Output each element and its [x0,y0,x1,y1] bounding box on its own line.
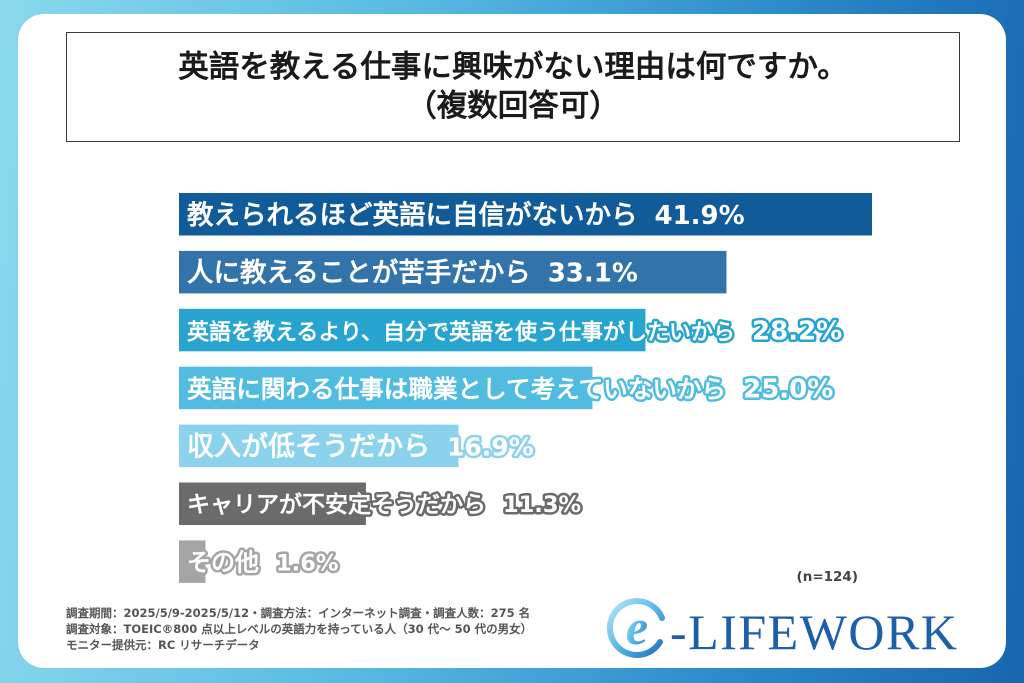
category-label: 教えられるほど英語に自信がないから [187,200,638,231]
category-label: 人に教えることが苦手だから [187,258,531,289]
bar-text: 人に教えることが苦手だから 33.1% [187,258,638,289]
data-label: 33.1% [548,259,638,289]
bar-row: 英語に関わる仕事は職業として考えていないから 25.0% [179,366,836,410]
category-label: その他 [187,548,259,576]
survey-period-note: 調査期間：2025/5/9-2025/5/12・調査方法：インターネット調査・調… [66,606,531,620]
category-label: 英語に関わる仕事は職業として考えていないから [187,374,726,403]
brand-logo: e -LIFEWORK [604,596,968,662]
bar-row: キャリアが不安定そうだから 11.3% [179,482,584,525]
data-label: 1.6% [276,550,338,576]
bar-row: その他 1.6% [179,540,341,583]
category-label: キャリアが不安定そうだから [187,491,486,518]
data-label: 41.9% [655,201,745,231]
data-provider-note: モニター提供元：RC リサーチデータ [66,638,260,652]
bar [179,540,206,583]
emblem-letter: e [626,599,648,655]
chart-title: 英語を教える仕事に興味がない理由は何ですか。 [178,50,848,85]
data-label: 28.2% [752,316,842,346]
bar [179,193,873,236]
survey-notes: 調査期間：2025/5/9-2025/5/12・調査方法：インターネット調査・調… [66,605,532,653]
bar-row: 収入が低そうだから 16.9% [179,424,536,468]
emblem-ring [606,598,665,658]
logo-wordmark: -LIFEWORK [670,604,959,660]
bar-text: 英語に関わる仕事は職業として考えていないから 25.0% [187,374,833,404]
bar-text: 収入が低そうだから 16.9% [187,431,534,463]
sample-size-label: (n=124) [796,569,858,585]
bar-row: 人に教えることが苦手だから 33.1% [179,250,727,294]
chart-title-box: 英語を教える仕事に興味がない理由は何ですか。 （複数回答可） [66,32,960,142]
bar [179,482,366,525]
data-label: 16.9% [447,433,534,462]
chart-subtitle: （複数回答可） [406,89,620,124]
bar [179,424,459,468]
bar-text: 英語を教えるより、自分で英語を使う仕事がしたいから 28.2% [187,316,842,346]
category-label: 収入が低そうだから [187,431,430,463]
bar-text: その他 1.6% [187,548,338,576]
category-label: 英語を教えるより、自分で英語を使う仕事がしたいから [187,319,735,345]
bar [179,250,727,294]
horizontal-bar-chart: 教えられるほど英語に自信がないから 41.9% 人に教えることが苦手だから 33.1%… [179,193,873,583]
data-label: 25.0% [743,374,833,404]
bar-row: 英語を教えるより、自分で英語を使う仕事がしたいから 28.2% [179,308,845,352]
data-label: 11.3% [503,492,581,518]
logo-emblem-icon: e [606,598,665,658]
bar-text: 教えられるほど英語に自信がないから 41.9% [187,200,745,231]
survey-target-note: 調査対象：TOEIC®800 点以上レベルの英語力を持っている人（30 代～ 5… [66,622,533,636]
bar-row: 教えられるほど英語に自信がないから 41.9% [179,193,873,236]
bar [179,366,593,410]
bar-text: キャリアが不安定そうだから 11.3% [187,491,581,518]
bar [179,308,646,352]
